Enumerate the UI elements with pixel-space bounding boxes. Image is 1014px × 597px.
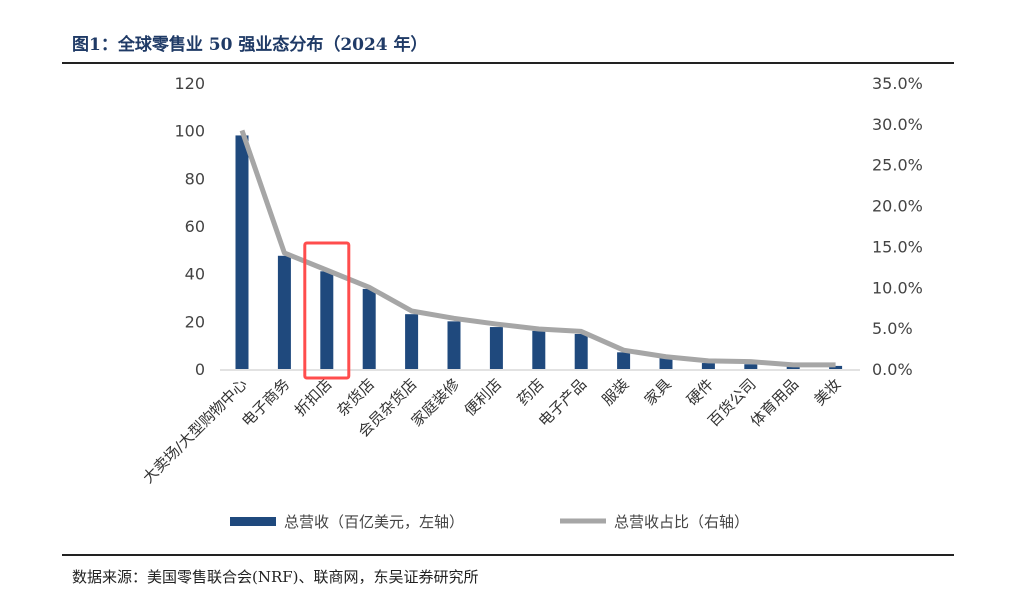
bar xyxy=(489,327,503,369)
bar xyxy=(829,365,843,369)
right-tick-label: 20.0% xyxy=(872,197,923,216)
right-tick-label: 30.0% xyxy=(872,115,923,134)
bar xyxy=(574,333,588,369)
bar xyxy=(532,330,546,369)
bottom-rule xyxy=(62,554,954,556)
right-tick-label: 25.0% xyxy=(872,156,923,175)
bar xyxy=(744,364,758,369)
bar xyxy=(786,366,800,369)
bar xyxy=(320,271,334,369)
category-label: 硬件 xyxy=(683,375,717,409)
left-tick-label: 120 xyxy=(174,74,205,93)
left-tick-label: 20 xyxy=(185,312,205,331)
bar xyxy=(235,135,249,369)
top-rule xyxy=(62,62,954,64)
left-tick-label: 60 xyxy=(185,217,205,236)
category-label: 药店 xyxy=(514,375,548,409)
right-tick-label: 35.0% xyxy=(872,74,923,93)
category-label: 便利店 xyxy=(461,375,506,420)
figure-title: 图1：全球零售业 50 强业态分布（2024 年） xyxy=(72,35,428,55)
bar xyxy=(447,321,461,369)
category-label: 大卖场/大型购物中心 xyxy=(139,375,251,487)
legend-line-label: 总营收占比（右轴） xyxy=(614,513,749,531)
bar xyxy=(277,255,291,369)
legend-bar-swatch xyxy=(230,517,276,526)
left-tick-label: 80 xyxy=(185,169,205,188)
left-tick-label: 0 xyxy=(195,360,205,379)
left-tick-label: 40 xyxy=(185,265,205,284)
right-tick-label: 15.0% xyxy=(872,237,923,256)
left-tick-label: 100 xyxy=(174,122,205,141)
share-line xyxy=(239,129,836,368)
bar xyxy=(701,363,715,369)
legend-bar-label: 总营收（百亿美元，左轴） xyxy=(284,513,464,531)
source-note: 数据来源：美国零售联合会(NRF)、联商网，东吴证券研究所 xyxy=(72,568,479,586)
highlight-box xyxy=(303,241,351,380)
bar xyxy=(405,314,419,369)
bar xyxy=(659,358,673,369)
category-label: 美妆 xyxy=(810,375,844,409)
category-label: 折扣店 xyxy=(291,375,336,420)
right-tick-label: 10.0% xyxy=(872,278,923,297)
right-tick-label: 5.0% xyxy=(872,319,913,338)
category-label: 服装 xyxy=(598,375,632,409)
right-tick-label: 0.0% xyxy=(872,360,913,379)
bar xyxy=(617,352,631,369)
bar xyxy=(362,288,376,369)
category-label: 家具 xyxy=(641,375,675,409)
